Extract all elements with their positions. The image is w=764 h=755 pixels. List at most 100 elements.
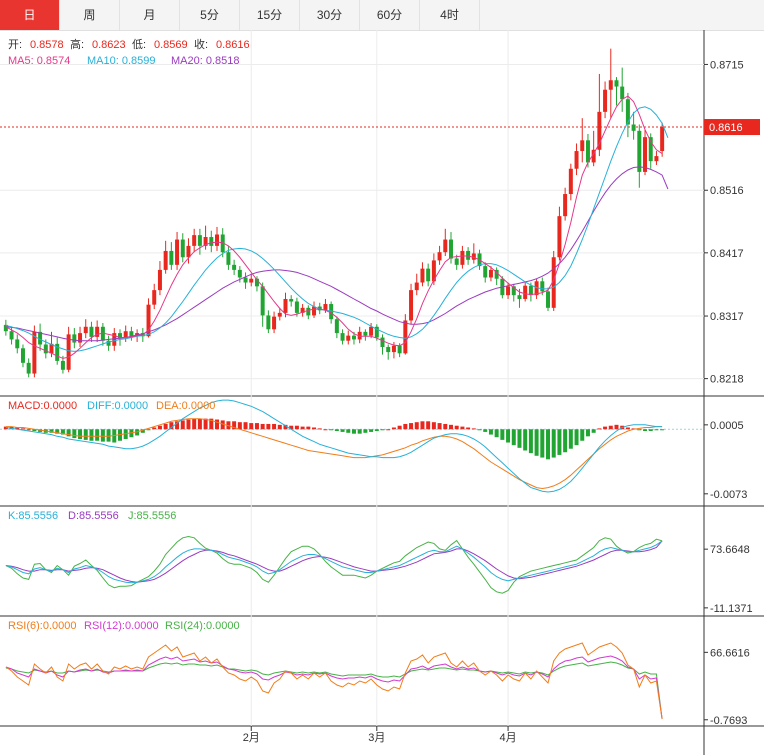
macd-bar bbox=[557, 429, 562, 455]
macd-bar bbox=[580, 429, 585, 441]
candle-body bbox=[112, 333, 117, 346]
macd-bar bbox=[574, 429, 579, 446]
macd-bar bbox=[186, 419, 191, 430]
candle-body bbox=[511, 286, 516, 296]
candle-body bbox=[380, 337, 385, 348]
tab-4hour[interactable]: 4时 bbox=[420, 0, 480, 30]
candle-body bbox=[32, 331, 37, 374]
macd-bar bbox=[209, 418, 214, 430]
candle-body bbox=[568, 168, 573, 195]
macd-bar bbox=[72, 429, 77, 439]
rsi-legend-item: RSI(12):0.0000 bbox=[84, 620, 159, 632]
candle-body bbox=[203, 237, 208, 246]
macd-bar bbox=[597, 428, 602, 430]
candle-body bbox=[175, 239, 180, 265]
macd-bar bbox=[643, 429, 648, 432]
ohlc-legend-item: 高: bbox=[70, 37, 84, 51]
candle-body bbox=[55, 343, 60, 361]
macd-bar bbox=[551, 429, 556, 458]
candle-body bbox=[226, 252, 231, 265]
candle-body bbox=[363, 331, 368, 336]
macd-bar bbox=[169, 422, 174, 430]
candle-body bbox=[466, 250, 471, 260]
macd-bar bbox=[511, 429, 516, 446]
macd-bar bbox=[414, 422, 419, 430]
macd-bar bbox=[203, 418, 208, 430]
macd-bar bbox=[483, 429, 488, 432]
kdj-k-line bbox=[5, 540, 663, 584]
candle-body bbox=[317, 306, 322, 311]
macd-bar bbox=[546, 429, 551, 460]
ohlc-legend-item: 低: bbox=[132, 38, 146, 51]
macd-bar bbox=[380, 429, 385, 431]
macd-bar bbox=[289, 425, 294, 430]
macd-bar bbox=[294, 425, 299, 430]
candle-body bbox=[551, 257, 556, 308]
candle-body bbox=[614, 80, 619, 87]
kdj-j-line bbox=[5, 535, 663, 594]
candle-body bbox=[9, 331, 14, 340]
macd-bar bbox=[55, 429, 60, 434]
tab-30min[interactable]: 30分 bbox=[300, 0, 360, 30]
tab-day[interactable]: 日 bbox=[0, 0, 60, 30]
ma20-line bbox=[5, 166, 669, 342]
macd-bar bbox=[197, 418, 202, 430]
macd-bar bbox=[249, 423, 254, 430]
macd-bar bbox=[323, 429, 328, 431]
rsi6-line bbox=[5, 642, 663, 720]
price-tick-label: 0.8417 bbox=[710, 248, 744, 260]
rsi-tick-label: -0.7693 bbox=[710, 715, 747, 727]
macd-bar bbox=[26, 429, 31, 431]
ma-legend-item: MA10: 0.8599 bbox=[87, 55, 156, 67]
macd-bar bbox=[152, 427, 157, 430]
macd-bar bbox=[403, 423, 408, 430]
macd-bar bbox=[329, 429, 334, 431]
macd-bar bbox=[454, 425, 459, 430]
candle-body bbox=[580, 140, 585, 152]
ohlc-legend-value: 0.8623 bbox=[92, 39, 126, 51]
candle-body bbox=[306, 307, 311, 316]
candle-body bbox=[471, 253, 476, 260]
tab-15min[interactable]: 15分 bbox=[240, 0, 300, 30]
tab-month[interactable]: 月 bbox=[120, 0, 180, 30]
macd-bar bbox=[15, 427, 20, 430]
rsi-legend-item: RSI(6):0.0000 bbox=[8, 620, 76, 632]
macd-bar bbox=[243, 422, 248, 430]
candle-body bbox=[197, 235, 202, 246]
candle-body bbox=[129, 331, 134, 337]
candle-body bbox=[654, 156, 659, 162]
candle-body bbox=[620, 86, 625, 100]
macd-bar bbox=[300, 426, 305, 430]
candle-body bbox=[152, 290, 157, 305]
macd-bar bbox=[192, 418, 197, 430]
macd-bar bbox=[431, 422, 436, 430]
macd-bar bbox=[448, 424, 453, 430]
candle-body bbox=[260, 286, 265, 316]
candle-body bbox=[391, 345, 396, 353]
candle-body bbox=[488, 269, 493, 278]
candle-body bbox=[78, 333, 83, 343]
tab-week[interactable]: 周 bbox=[60, 0, 120, 30]
candle-body bbox=[443, 239, 448, 253]
macd-bar bbox=[20, 428, 25, 430]
candle-body bbox=[266, 315, 271, 330]
tab-5min[interactable]: 5分 bbox=[180, 0, 240, 30]
candle-body bbox=[95, 326, 100, 337]
rsi24-line bbox=[5, 661, 663, 720]
candle-body bbox=[528, 285, 533, 296]
macd-bar bbox=[89, 429, 94, 441]
candle-body bbox=[660, 127, 665, 152]
rsi12-line bbox=[5, 655, 663, 720]
macd-bar bbox=[237, 422, 242, 430]
kline-chart[interactable]: 0.8715 0.8516 0.8417 0.8317 0.8218 2月 3月 4月 0.86… bbox=[0, 30, 764, 755]
candle-body bbox=[448, 239, 453, 259]
macd-bar bbox=[471, 428, 476, 430]
macd-bar bbox=[157, 425, 162, 430]
candle-body bbox=[534, 281, 539, 296]
macd-bar bbox=[306, 426, 311, 430]
candle-body bbox=[643, 137, 648, 172]
tab-60min[interactable]: 60分 bbox=[360, 0, 420, 30]
kdj-legend-item: J:85.5556 bbox=[128, 510, 176, 522]
candle-body bbox=[323, 304, 328, 311]
candle-body bbox=[597, 111, 602, 150]
